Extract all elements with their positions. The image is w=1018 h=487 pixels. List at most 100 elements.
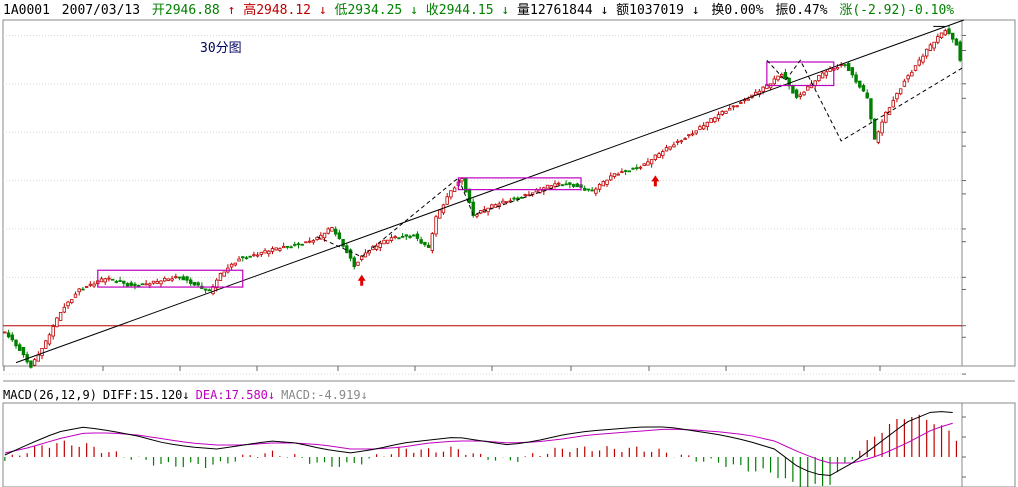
candle-body <box>107 277 111 280</box>
candle-body <box>423 241 427 246</box>
header-amount-arrow: ↓ <box>692 3 700 18</box>
candle-body <box>701 125 706 130</box>
candle-body <box>683 138 687 140</box>
candle-body <box>129 282 133 286</box>
candle-body <box>122 280 126 284</box>
candle-body <box>571 184 576 187</box>
candle-body <box>954 38 959 46</box>
candle-body <box>802 91 806 96</box>
candle-body <box>103 278 107 283</box>
candle-body <box>77 288 81 293</box>
candle-body <box>932 41 936 49</box>
candle-body <box>858 80 862 88</box>
dashed-swing-line <box>766 59 965 142</box>
candle-body <box>6 332 11 338</box>
header-low-arrow: ↓ <box>410 3 418 18</box>
candle-body <box>709 118 713 124</box>
candle-body <box>32 359 37 366</box>
candle-body <box>638 166 643 169</box>
candle-body <box>668 146 672 150</box>
candle-body <box>501 200 505 204</box>
candle-body <box>415 233 420 239</box>
candle-body <box>694 130 698 134</box>
candle-body <box>36 354 41 362</box>
header-code: 1A0001 <box>3 3 50 18</box>
candle-body <box>761 86 765 92</box>
candle-body <box>936 36 940 43</box>
candle-body <box>653 154 658 160</box>
candle-body <box>311 240 316 243</box>
candle-body <box>649 159 654 165</box>
candle-body <box>378 242 382 248</box>
header-low: 低2934.25 <box>334 3 402 18</box>
candle-body <box>252 254 256 257</box>
candle-body <box>270 248 275 252</box>
candle-body <box>218 272 223 281</box>
candle-body <box>716 114 721 119</box>
candle-body <box>817 75 821 82</box>
candle-body <box>207 289 211 292</box>
candle-body <box>386 239 390 244</box>
candle-body <box>58 312 63 321</box>
candle-body <box>300 243 304 246</box>
candle-body <box>404 234 409 237</box>
candle-body <box>646 161 650 166</box>
candle-body <box>449 190 453 198</box>
header-turnover: 换0.00% <box>711 3 763 18</box>
candle-body <box>661 151 665 157</box>
header-date: 2007/03/13 <box>62 3 140 18</box>
candle-body <box>263 250 267 254</box>
candle-body <box>794 89 799 98</box>
header-volume: 量12761844 <box>517 3 593 18</box>
candle-body <box>151 280 156 284</box>
header-close: 收2944.15 <box>426 3 494 18</box>
candle-body <box>330 227 334 232</box>
candle-body <box>47 334 52 345</box>
consolidation-box <box>457 177 582 191</box>
candle-body <box>880 121 884 134</box>
candle-body <box>319 234 323 240</box>
candle-body <box>545 184 550 189</box>
candle-body <box>586 188 591 191</box>
signal-arrow-icon <box>651 175 660 187</box>
candle-body <box>672 144 676 148</box>
candle-body <box>906 75 910 80</box>
candle-body <box>159 280 163 285</box>
candle-body <box>739 102 743 104</box>
candle-body <box>575 183 579 188</box>
candle-body <box>560 184 565 187</box>
header-amount: 额1037019 <box>616 3 684 18</box>
candle-body <box>939 32 944 39</box>
candle-body <box>397 237 401 240</box>
candle-body <box>289 246 293 249</box>
candle-body <box>605 179 609 185</box>
candle-body <box>110 278 115 281</box>
candle-body <box>203 288 208 291</box>
candle-body <box>430 233 435 251</box>
candle-body <box>835 67 840 70</box>
candle-body <box>333 228 338 235</box>
candle-body <box>412 234 416 237</box>
candle-body <box>675 140 680 143</box>
candle-body <box>84 285 89 288</box>
candle-body <box>720 111 724 115</box>
candle-body <box>523 194 527 197</box>
candle-body <box>348 249 353 259</box>
candle-body <box>887 107 892 115</box>
period-label: 30分图 <box>200 41 242 56</box>
candle-body <box>917 59 921 66</box>
candle-body <box>438 209 442 219</box>
candle-body <box>125 283 130 287</box>
candle-body <box>861 85 866 92</box>
candle-body <box>244 257 249 260</box>
candle-body <box>400 236 405 238</box>
candle-body <box>958 41 962 61</box>
candle-body <box>341 239 345 247</box>
candle-body <box>248 255 252 258</box>
candle-body <box>144 283 148 286</box>
candle-body <box>735 105 739 108</box>
header-open-arrow: ↑ <box>228 3 236 18</box>
candle-body <box>690 133 695 136</box>
candle-body <box>66 301 70 307</box>
